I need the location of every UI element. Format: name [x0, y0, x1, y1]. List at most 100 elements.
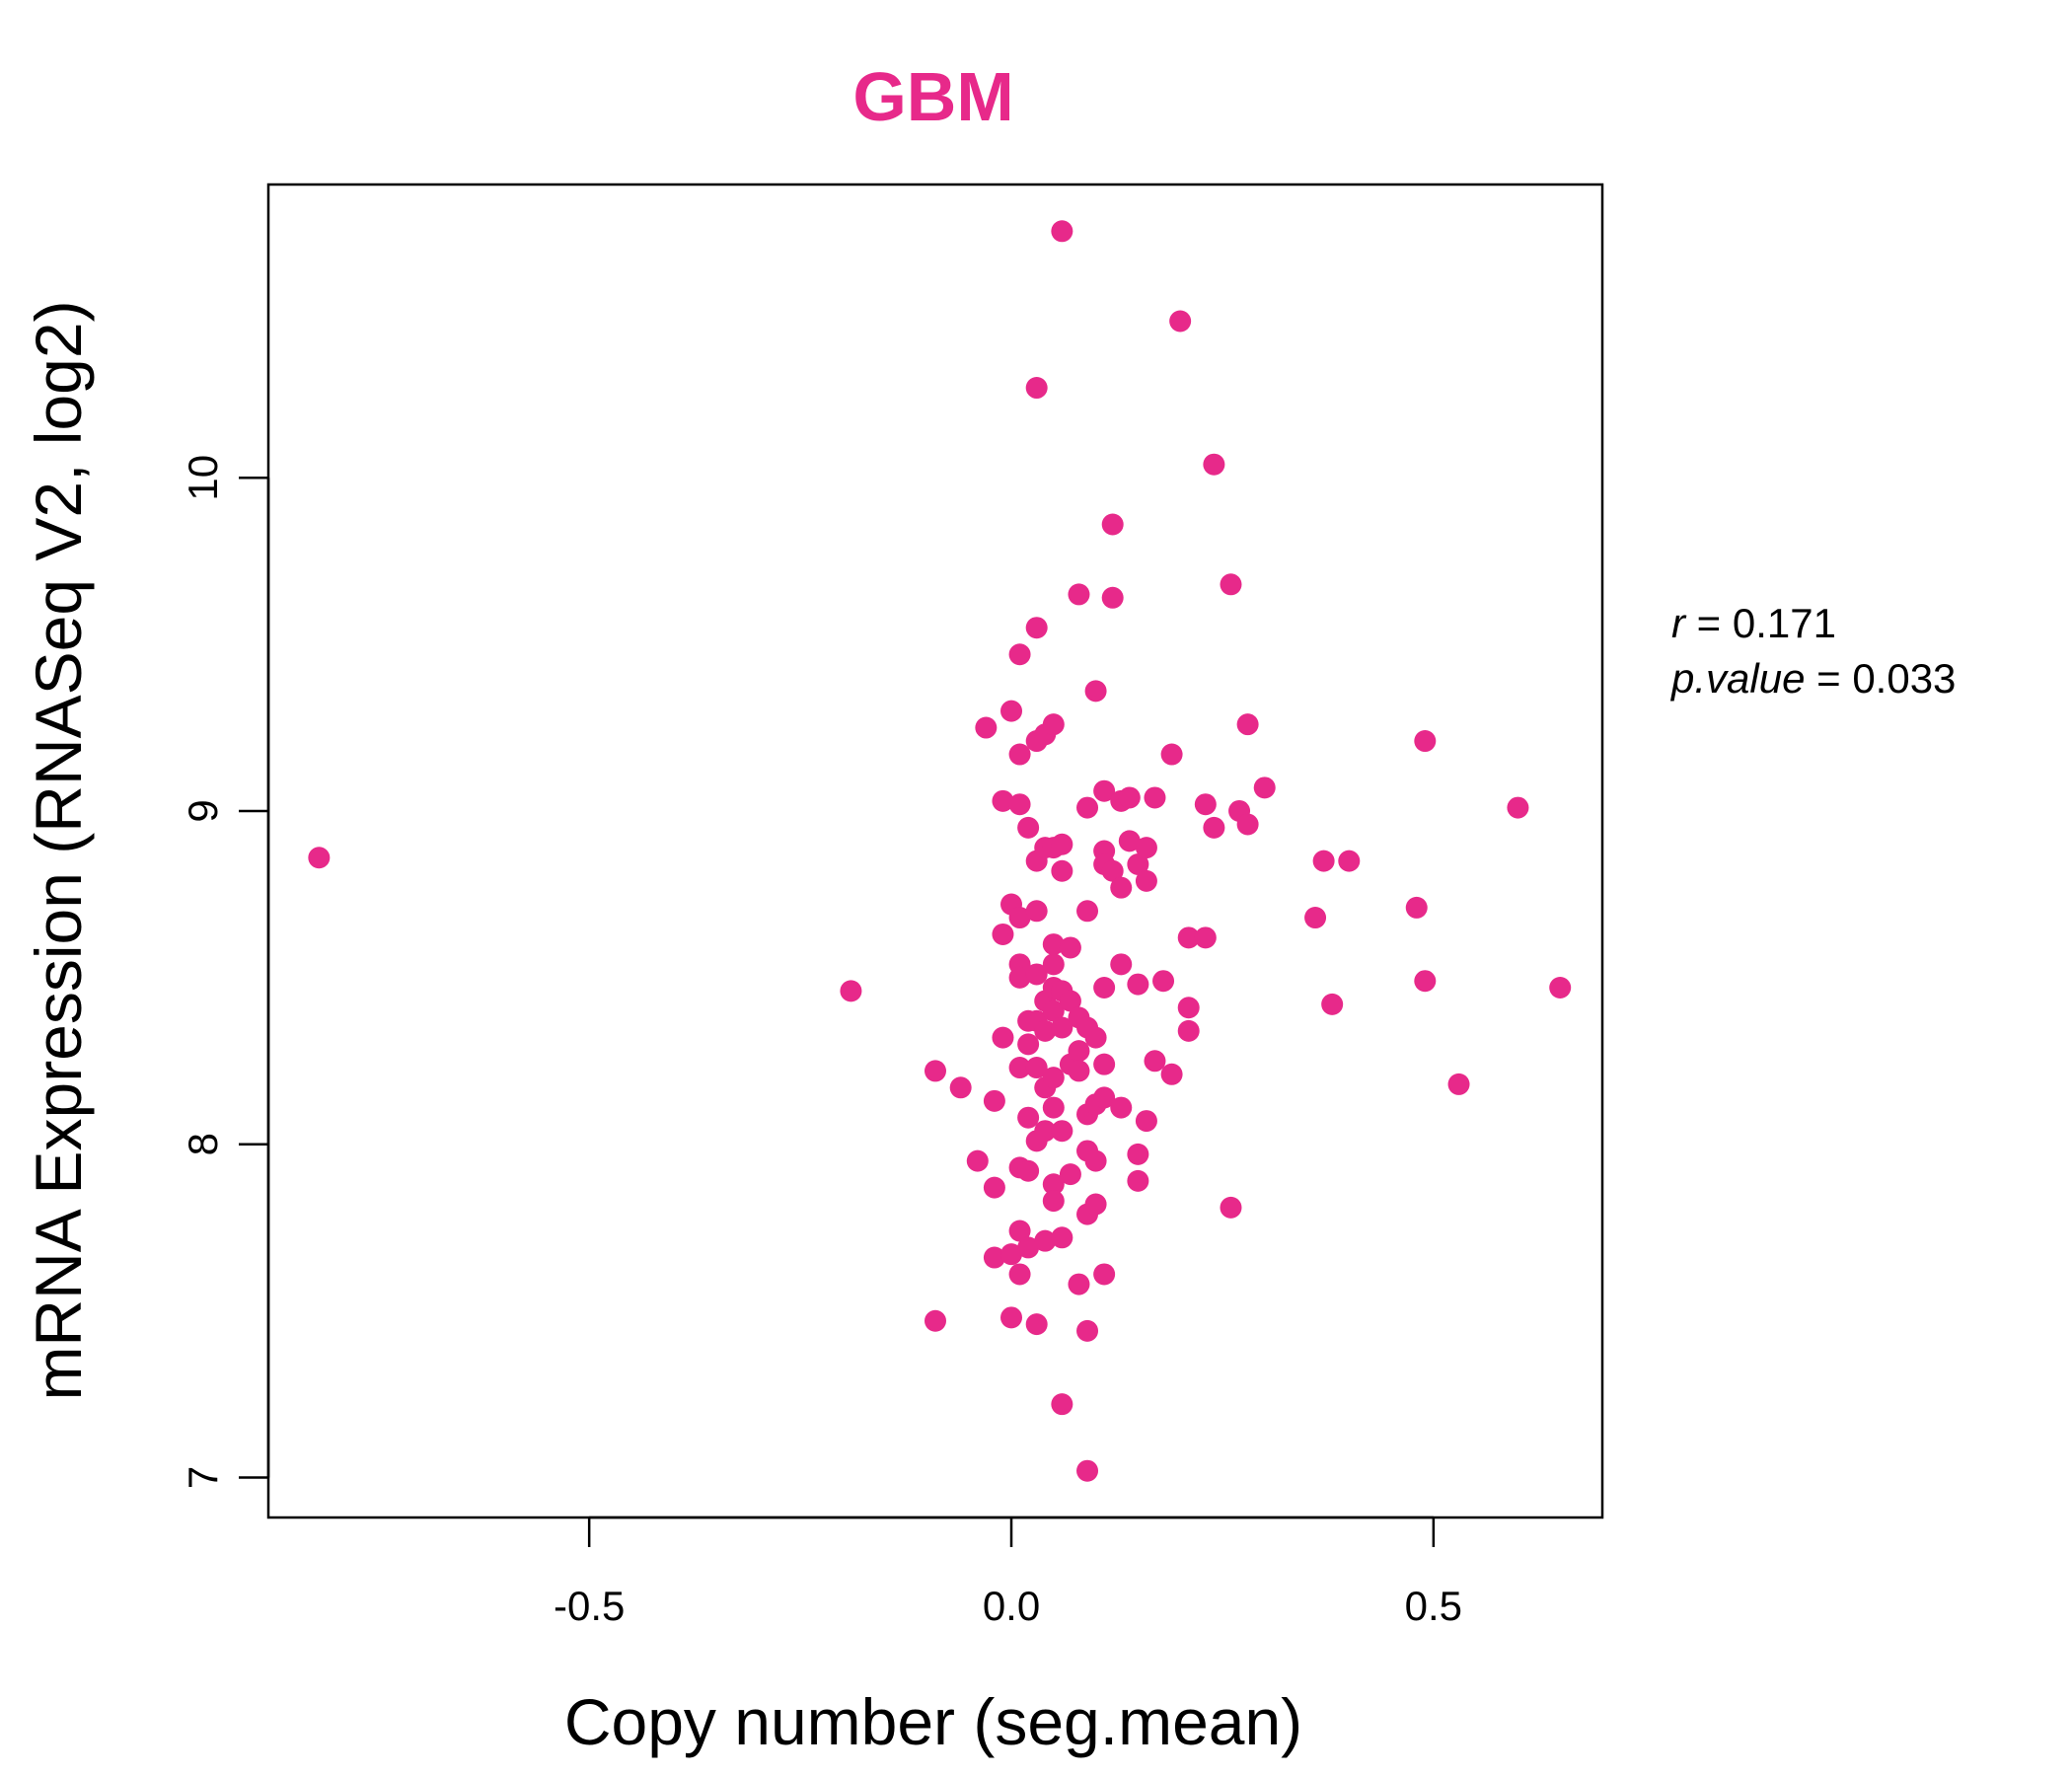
data-point — [1110, 953, 1133, 976]
data-point — [975, 716, 998, 739]
data-point — [1110, 876, 1133, 899]
data-point — [1025, 377, 1048, 400]
y-tick-label: 8 — [180, 1133, 226, 1155]
data-point — [1042, 1067, 1065, 1089]
data-point — [1042, 953, 1065, 976]
data-point — [1093, 1086, 1116, 1109]
y-tick-label: 7 — [180, 1466, 226, 1489]
data-point — [1127, 1169, 1149, 1192]
data-point — [949, 1076, 972, 1099]
x-axis-label: Copy number (seg.mean) — [564, 1685, 1302, 1758]
data-point — [983, 1176, 1005, 1199]
data-point — [1414, 970, 1437, 993]
data-point — [1051, 1226, 1073, 1249]
data-point — [1507, 796, 1529, 819]
data-point — [925, 1309, 946, 1332]
data-point — [1008, 1057, 1031, 1079]
data-point — [1084, 1193, 1107, 1216]
data-point — [1194, 793, 1217, 816]
data-point — [1025, 1057, 1048, 1079]
data-point — [1008, 1220, 1031, 1242]
data-point — [1177, 926, 1200, 949]
data-point — [1549, 976, 1572, 999]
data-point — [1008, 743, 1031, 766]
data-point — [1118, 830, 1141, 852]
data-point — [1076, 796, 1099, 819]
stat-p-equals: = — [1816, 655, 1852, 702]
data-point — [1068, 1273, 1090, 1295]
data-point — [1169, 310, 1192, 333]
data-point — [925, 1060, 946, 1082]
data-points — [308, 220, 1572, 1482]
data-point — [1101, 586, 1124, 609]
data-point — [1236, 713, 1259, 736]
data-point — [1253, 777, 1276, 799]
data-point — [1110, 1096, 1133, 1119]
data-point — [1025, 617, 1048, 639]
data-point — [1051, 220, 1073, 243]
data-point — [840, 980, 862, 1002]
data-point — [1034, 1120, 1057, 1143]
data-point — [1312, 850, 1335, 872]
data-point — [1220, 1196, 1242, 1219]
data-point — [1017, 1106, 1040, 1129]
data-point — [1008, 907, 1031, 929]
data-point — [1017, 1033, 1040, 1056]
data-point — [1042, 933, 1065, 956]
data-point — [1051, 1120, 1073, 1143]
x-axis: -0.5 0.0 0.5 — [554, 1516, 1462, 1629]
data-point — [1160, 743, 1183, 766]
data-point — [1127, 853, 1149, 876]
data-point — [1051, 859, 1073, 882]
data-point — [1101, 513, 1124, 536]
data-point — [1076, 900, 1099, 923]
data-point — [1008, 643, 1031, 666]
stat-p-label: p.value — [1669, 655, 1805, 702]
data-point — [1084, 1026, 1107, 1049]
data-point — [1025, 963, 1048, 986]
y-tick-label: 9 — [180, 799, 226, 822]
data-point — [1042, 1173, 1065, 1196]
data-point — [1127, 1143, 1149, 1165]
data-point — [1321, 993, 1344, 1015]
data-point — [1025, 1313, 1048, 1336]
data-point — [1160, 1063, 1183, 1085]
data-point — [992, 1026, 1014, 1049]
data-point — [983, 1089, 1005, 1112]
data-point — [1042, 1190, 1065, 1213]
data-point — [1000, 1306, 1023, 1329]
data-point — [1177, 1019, 1200, 1042]
stat-r-label: r — [1671, 600, 1687, 646]
data-point — [1042, 1096, 1065, 1119]
data-point — [1447, 1073, 1470, 1095]
data-point — [1135, 869, 1157, 892]
data-point — [966, 1149, 989, 1172]
data-point — [1093, 976, 1116, 999]
y-axis-label: mRNA Expression (RNASeq V2, log2) — [22, 300, 95, 1400]
data-point — [1304, 907, 1327, 929]
data-point — [1034, 1019, 1057, 1042]
x-tick-label: 0.0 — [983, 1583, 1040, 1629]
data-point — [1194, 926, 1217, 949]
data-point — [1008, 793, 1031, 816]
data-point — [983, 1246, 1005, 1269]
data-point — [1017, 1159, 1040, 1182]
data-point — [1127, 973, 1149, 996]
data-point — [1042, 713, 1065, 736]
data-point — [1203, 453, 1225, 476]
data-point — [1144, 1050, 1166, 1073]
stat-p: p.value = 0.033 — [1669, 655, 1956, 702]
data-point — [1008, 1263, 1031, 1286]
chart-title: GBM — [852, 58, 1013, 135]
data-point — [1220, 573, 1242, 596]
data-point — [992, 923, 1014, 945]
data-point — [992, 789, 1014, 812]
data-point — [1059, 990, 1081, 1012]
data-point — [1076, 1459, 1099, 1482]
data-point — [1068, 583, 1090, 606]
data-point — [1135, 837, 1157, 859]
data-point — [1034, 1229, 1057, 1252]
data-point — [1338, 850, 1361, 872]
data-point — [1051, 1016, 1073, 1039]
